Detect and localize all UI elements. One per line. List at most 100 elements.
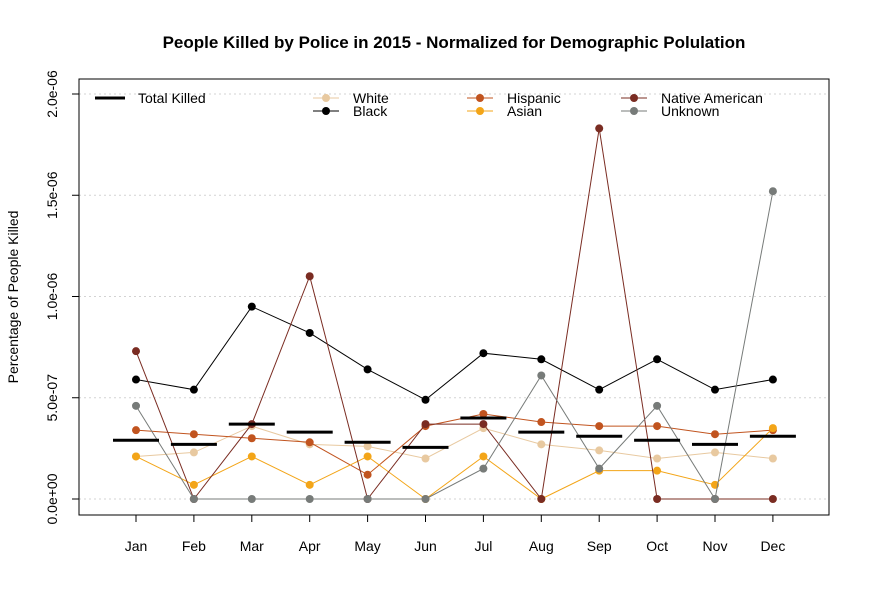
x-tick-label-jan: Jan [125, 538, 148, 554]
point-native-american-dec [768, 495, 777, 503]
series-unknown [132, 187, 777, 503]
series-line-hispanic [135, 413, 773, 476]
legend-label-native-american: Native American [661, 90, 763, 106]
point-hispanic-oct [653, 422, 662, 431]
legend-label-asian: Asian [507, 103, 542, 119]
point-asian-feb [189, 480, 198, 489]
point-native-american-jan [132, 347, 140, 356]
legend-marker-unknown [630, 107, 638, 115]
point-unknown-mar [247, 495, 256, 503]
x-tick-label-feb: Feb [182, 538, 206, 554]
y-tick-label-1: 5.0e-07 [44, 374, 60, 422]
point-white-may [363, 442, 372, 451]
point-unknown-sep [595, 464, 604, 473]
x-axis: Jan Feb Mar Apr May Jun Jul Aug Sep Oct Nov Dec [125, 514, 785, 554]
point-white-nov [711, 448, 719, 457]
series-line-black [135, 305, 773, 401]
point-asian-jul [479, 452, 488, 461]
point-native-american-sep [595, 124, 604, 133]
chart-title: People Killed by Police in 2015 - Normal… [163, 33, 746, 52]
legend-label-black: Black [353, 103, 388, 119]
point-black-feb [189, 385, 198, 394]
x-tick-label-nov: Nov [703, 538, 728, 554]
point-hispanic-nov [711, 430, 719, 439]
point-black-dec [768, 375, 777, 384]
x-tick-label-apr: Apr [299, 538, 321, 554]
point-black-may [363, 365, 372, 374]
series-line-native-american [135, 128, 773, 501]
point-unknown-jan [132, 401, 140, 410]
point-white-oct [653, 454, 662, 463]
point-unknown-feb [189, 495, 198, 503]
y-tick-label-3: 1.5e-06 [44, 171, 60, 219]
legend-label-unknown: Unknown [661, 103, 719, 119]
legend-marker-hispanic [476, 94, 484, 102]
point-black-aug [537, 355, 546, 364]
y-axis: 0.0e+00 5.0e-07 1.0e-06 1.5e-06 2.0e-06 [44, 70, 80, 525]
point-native-american-aug [537, 495, 546, 503]
point-native-american-oct [653, 495, 662, 503]
point-black-nov [711, 385, 719, 394]
point-hispanic-jan [132, 426, 140, 435]
series-black [132, 302, 777, 404]
point-black-oct [653, 355, 662, 364]
y-tick-label-4: 2.0e-06 [44, 70, 60, 118]
point-unknown-apr [305, 495, 314, 503]
point-unknown-jul [479, 464, 488, 473]
series-line-white [135, 425, 773, 460]
y-tick-label-2: 1.0e-06 [44, 273, 60, 321]
point-native-american-apr [305, 272, 314, 281]
y-axis-label: Percentage of People Killed [5, 211, 21, 384]
point-asian-may [363, 452, 372, 461]
legend-marker-white [322, 94, 330, 102]
point-asian-oct [653, 466, 662, 475]
point-white-sep [595, 446, 604, 455]
point-white-dec [768, 454, 777, 463]
x-tick-label-aug: Aug [529, 538, 554, 554]
point-black-mar [247, 302, 256, 311]
point-black-jun [421, 395, 430, 404]
x-tick-label-may: May [354, 538, 380, 554]
point-hispanic-jul [479, 409, 488, 418]
point-native-american-jun [421, 420, 430, 429]
point-asian-apr [305, 480, 314, 489]
series-layer [113, 124, 796, 503]
series-native-american [132, 124, 777, 503]
series-asian [132, 424, 777, 503]
grid [79, 93, 829, 500]
point-white-feb [189, 448, 198, 457]
series-total-killed [113, 416, 796, 449]
series-line-unknown [135, 191, 774, 501]
point-black-jan [132, 375, 140, 384]
legend-marker-asian [476, 107, 484, 115]
point-black-sep [595, 385, 604, 394]
point-hispanic-apr [305, 438, 314, 447]
point-black-apr [305, 328, 314, 337]
x-tick-label-mar: Mar [240, 538, 264, 554]
x-tick-label-sep: Sep [587, 538, 612, 554]
point-unknown-oct [653, 401, 662, 410]
legend-marker-black [322, 107, 330, 115]
legend-marker-native-american [630, 94, 638, 102]
point-hispanic-sep [595, 422, 604, 431]
legend-label-total-killed: Total Killed [138, 90, 206, 106]
x-tick-label-dec: Dec [760, 538, 785, 554]
point-hispanic-mar [247, 434, 256, 443]
point-unknown-nov [711, 495, 719, 503]
x-tick-label-jul: Jul [474, 538, 492, 554]
point-white-jun [421, 454, 430, 463]
x-tick-label-jun: Jun [414, 538, 437, 554]
point-hispanic-may [363, 470, 372, 479]
legend-label-hispanic: Hispanic [507, 90, 561, 106]
x-tick-label-oct: Oct [646, 538, 668, 554]
point-asian-mar [247, 452, 256, 461]
point-unknown-jun [421, 495, 430, 503]
point-black-jul [479, 349, 488, 358]
point-hispanic-feb [189, 430, 198, 439]
point-white-aug [537, 440, 546, 449]
point-asian-dec [768, 424, 777, 433]
series-hispanic [132, 409, 777, 479]
point-hispanic-aug [537, 418, 546, 427]
series-line-asian [135, 427, 774, 500]
